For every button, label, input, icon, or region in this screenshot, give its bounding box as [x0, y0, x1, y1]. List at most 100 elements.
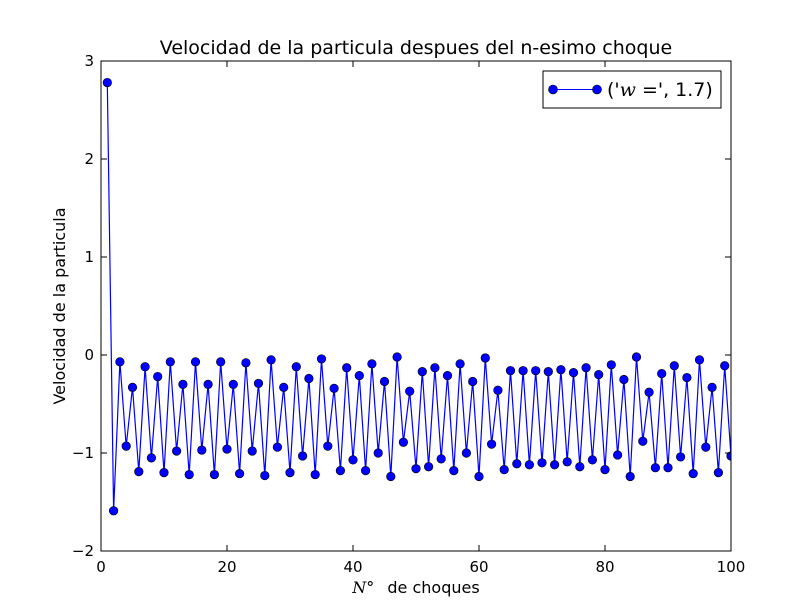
data-point: [153, 371, 163, 382]
data-point: [197, 445, 207, 455]
x-axis-label-text: de choques: [387, 578, 479, 597]
data-point: [165, 357, 175, 367]
data-point: [146, 453, 156, 463]
data-point: [543, 367, 553, 377]
data-point: [581, 363, 591, 373]
y-tick-label: 2: [84, 150, 94, 168]
data-point: [291, 362, 301, 372]
data-point: [455, 359, 465, 369]
data-point: [694, 355, 705, 365]
data-point: [657, 369, 667, 379]
data-point: [505, 366, 516, 376]
data-point: [342, 363, 352, 373]
data-point: [600, 465, 610, 475]
data-point: [638, 436, 648, 446]
data-point: [260, 470, 270, 481]
data-point: [247, 446, 257, 456]
data-point: [556, 365, 566, 375]
series-group: [102, 77, 731, 516]
data-point: [682, 372, 692, 383]
data-point: [594, 370, 604, 380]
data-point: [134, 467, 144, 477]
data-point: [707, 382, 717, 392]
data-point: [487, 439, 497, 449]
data-point: [480, 353, 490, 363]
data-point: [474, 471, 484, 482]
data-point: [373, 448, 383, 458]
y-tick-label: −1: [72, 444, 94, 462]
data-point: [253, 378, 264, 389]
data-point: [354, 370, 364, 381]
data-point: [228, 379, 238, 390]
legend-marker-right: [592, 84, 602, 95]
data-point: [121, 441, 131, 451]
data-point: [518, 366, 528, 376]
data-point: [178, 379, 188, 390]
data-point: [316, 354, 327, 364]
x-axis-label: N° de choques: [351, 578, 479, 597]
y-tick-label: −2: [72, 542, 94, 560]
data-point: [190, 357, 201, 367]
data-point: [411, 464, 421, 474]
x-tick-label: 80: [595, 558, 614, 576]
data-point: [279, 382, 289, 392]
x-tick-label: 20: [217, 558, 236, 576]
data-point: [606, 360, 616, 370]
data-point: [562, 457, 572, 467]
chart-title: Velocidad de la particula despues del n-…: [160, 37, 672, 59]
data-point: [587, 455, 598, 465]
data-point: [524, 460, 535, 470]
data-point: [266, 355, 276, 365]
data-point: [216, 357, 226, 367]
data-point: [127, 382, 138, 392]
data-point: [102, 77, 112, 88]
data-point: [172, 446, 182, 456]
y-tick-label: 3: [84, 52, 94, 70]
data-point: [631, 352, 642, 362]
data-point: [417, 367, 427, 377]
data-point: [461, 448, 472, 458]
data-point: [379, 376, 390, 387]
y-tick-label: 1: [84, 248, 94, 266]
data-point: [568, 368, 579, 378]
data-point: [222, 444, 232, 454]
data-point: [430, 363, 440, 373]
data-point: [713, 468, 724, 478]
data-point: [367, 359, 377, 369]
data-point: [669, 361, 679, 371]
data-point: [272, 442, 283, 452]
data-point: [348, 455, 358, 465]
data-point: [468, 376, 478, 387]
data-point: [499, 465, 509, 475]
data-point: [184, 469, 194, 480]
data-point: [424, 462, 434, 472]
x-axis-label-math: N°: [351, 578, 374, 597]
data-point: [335, 466, 346, 476]
data-point: [203, 379, 213, 390]
data-point: [619, 374, 629, 385]
axes-frame: [100, 60, 732, 552]
axis-ticks: 0 20 40 60 80 100 −2 −1 0 1 2 3: [72, 52, 745, 576]
data-point: [310, 469, 320, 480]
data-point: [235, 468, 245, 479]
data-point: [298, 451, 308, 461]
data-point: [663, 463, 673, 473]
data-point: [115, 357, 125, 367]
data-point: [304, 373, 314, 384]
data-point: [285, 468, 295, 478]
x-tick-label: 0: [96, 558, 106, 576]
legend-label-prefix: (': [607, 79, 620, 101]
x-tick-label: 60: [469, 558, 488, 576]
data-point: [549, 460, 560, 470]
data-point: [159, 468, 169, 478]
data-point: [720, 361, 730, 371]
data-point: [726, 451, 731, 461]
legend-label-math: w: [620, 79, 636, 101]
data-point: [361, 466, 371, 476]
legend-marker-left: [548, 84, 558, 95]
data-point: [398, 437, 409, 447]
data-point: [493, 385, 503, 395]
y-tick-label: 0: [84, 346, 94, 364]
